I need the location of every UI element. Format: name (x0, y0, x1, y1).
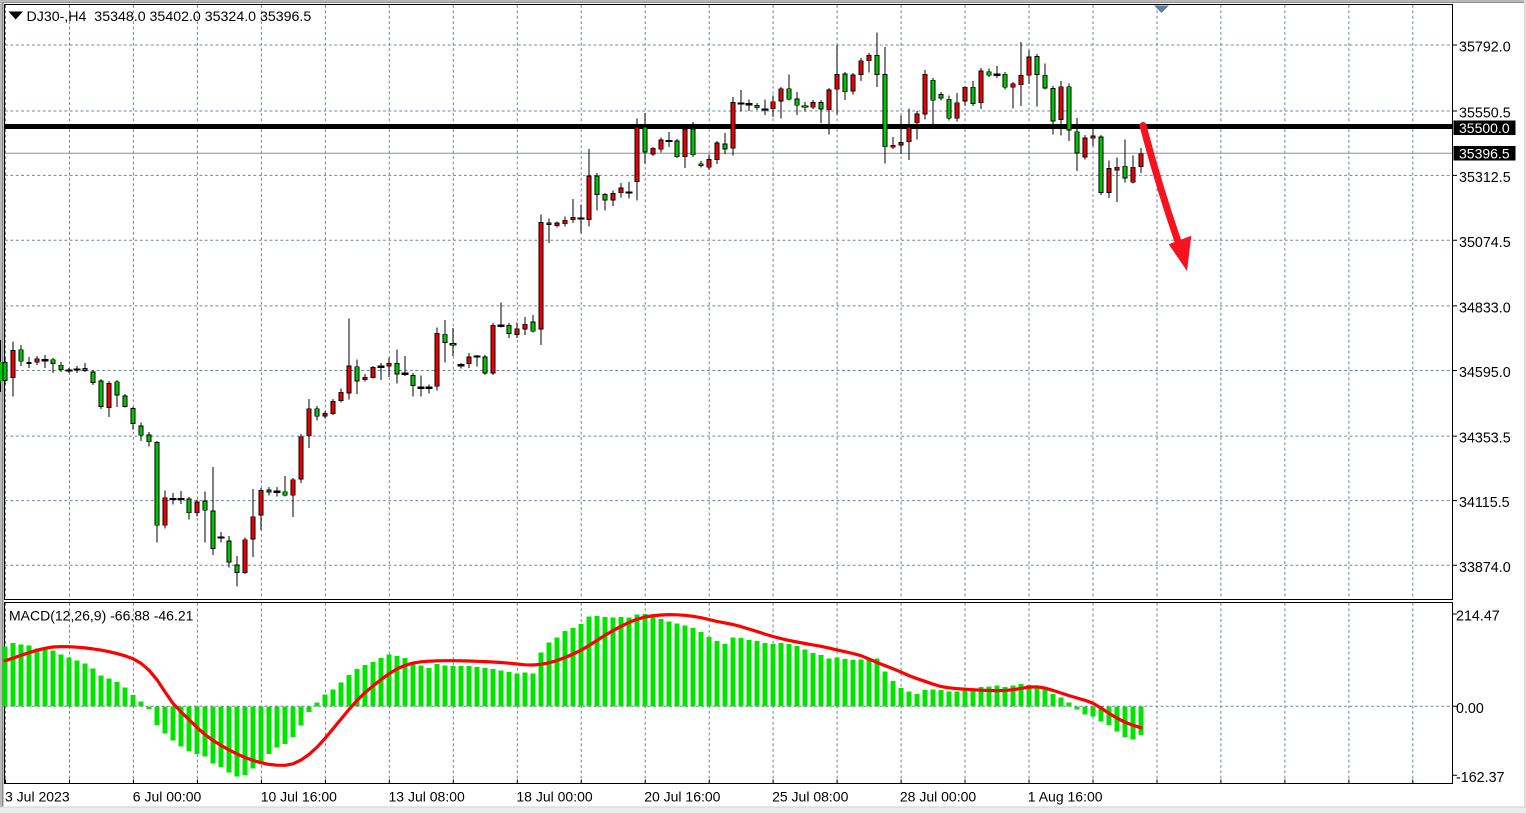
svg-text:20 Jul 16:00: 20 Jul 16:00 (644, 788, 720, 804)
svg-text:DJ30-,H4 35348.0 35402.0 3532: DJ30-,H4 35348.0 35402.0 35324.0 35396.5 (27, 9, 312, 25)
svg-text:34595.0: 34595.0 (1459, 365, 1511, 381)
svg-text:3 Jul 2023: 3 Jul 2023 (5, 788, 70, 804)
svg-text:0.00: 0.00 (1456, 701, 1484, 717)
svg-text:34353.5: 34353.5 (1459, 431, 1511, 447)
svg-text:33874.0: 33874.0 (1459, 560, 1511, 576)
svg-text:35074.5: 35074.5 (1459, 235, 1511, 251)
svg-text:1 Aug 16:00: 1 Aug 16:00 (1028, 788, 1103, 804)
svg-text:-162.37: -162.37 (1456, 770, 1505, 786)
svg-text:35500.0: 35500.0 (1459, 120, 1510, 136)
svg-text:10 Jul 16:00: 10 Jul 16:00 (261, 788, 337, 804)
svg-text:35792.0: 35792.0 (1459, 40, 1511, 56)
svg-text:13 Jul 08:00: 13 Jul 08:00 (389, 788, 465, 804)
svg-text:18 Jul 00:00: 18 Jul 00:00 (516, 788, 592, 804)
svg-text:214.47: 214.47 (1456, 609, 1500, 625)
svg-text:6 Jul 00:00: 6 Jul 00:00 (133, 788, 202, 804)
svg-text:35396.5: 35396.5 (1459, 145, 1510, 161)
svg-text:35550.5: 35550.5 (1459, 106, 1511, 122)
svg-text:35312.5: 35312.5 (1459, 170, 1511, 186)
svg-text:MACD(12,26,9) -66.88 -46.21: MACD(12,26,9) -66.88 -46.21 (9, 607, 194, 623)
svg-text:34833.0: 34833.0 (1459, 301, 1511, 317)
svg-text:34115.5: 34115.5 (1459, 495, 1510, 511)
svg-text:25 Jul 08:00: 25 Jul 08:00 (772, 788, 848, 804)
svg-text:28 Jul 00:00: 28 Jul 00:00 (900, 788, 976, 804)
